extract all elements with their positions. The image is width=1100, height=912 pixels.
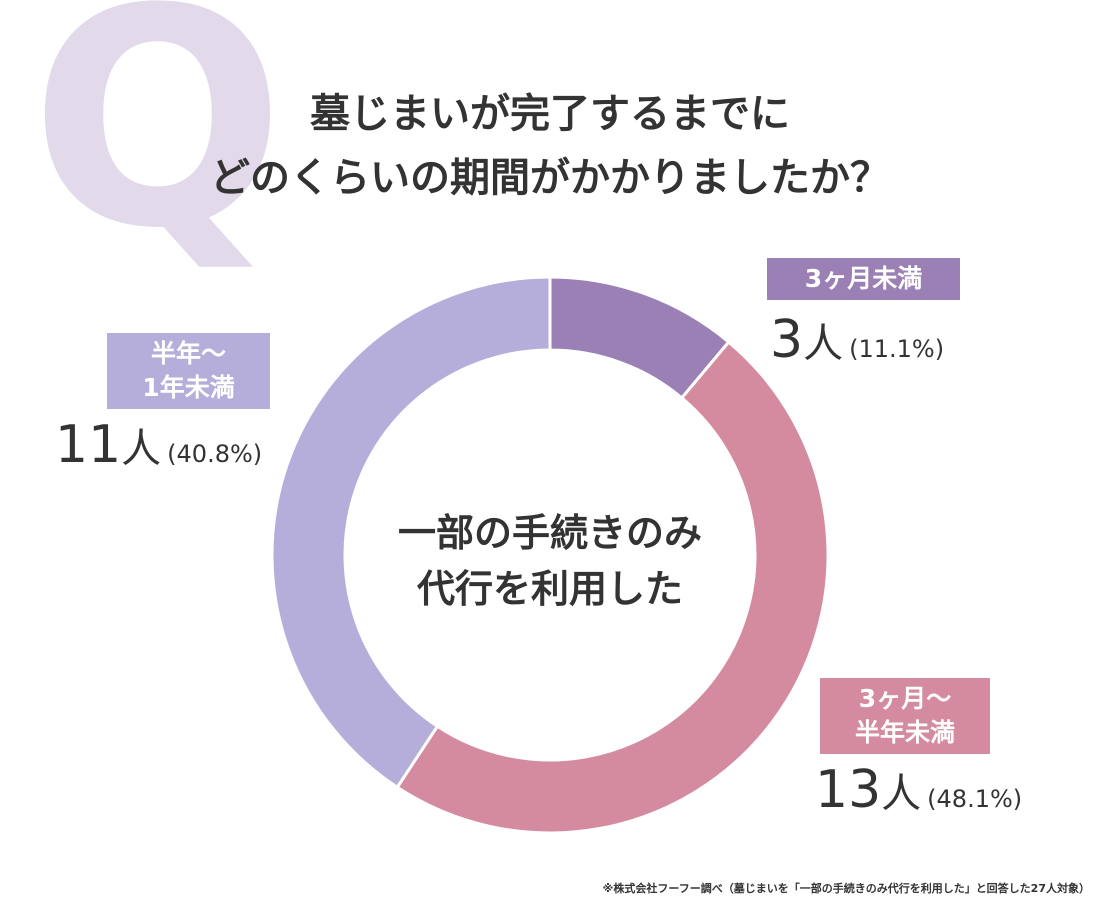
category-label: 3ヶ月未満 — [767, 258, 960, 300]
count-label: 13人 (48.1%) — [815, 760, 1022, 820]
percent-label: (11.1%) — [849, 335, 945, 363]
footnote: ※株式会社フーフー調べ（墓じまいを「一部の手続きのみ代行を利用した」と回答した2… — [602, 882, 1090, 895]
center-text: 一部の手続きのみ 代行を利用した — [397, 511, 702, 611]
donut-segment — [270, 275, 552, 790]
count-value: 3 — [770, 310, 804, 370]
chart-title: 墓じまいが完了するまでに どのくらいの期間がかかりましたか？ — [210, 91, 890, 201]
count-value: 11 — [55, 415, 122, 475]
q-badge: Q — [30, 0, 286, 294]
count-label: 11人 (40.8%) — [55, 415, 262, 475]
count-unit: 人 — [881, 771, 922, 817]
count-value: 13 — [815, 760, 882, 820]
category-label: 3ヶ月～ 半年未満 — [820, 678, 990, 754]
donut-segment — [395, 339, 830, 835]
count-unit: 人 — [803, 321, 844, 367]
percent-label: (48.1%) — [927, 785, 1023, 813]
count-unit: 人 — [121, 426, 162, 472]
percent-label: (40.8%) — [167, 440, 263, 468]
category-label: 半年～ 1年未満 — [107, 333, 270, 409]
count-label: 3人 (11.1%) — [770, 310, 944, 370]
